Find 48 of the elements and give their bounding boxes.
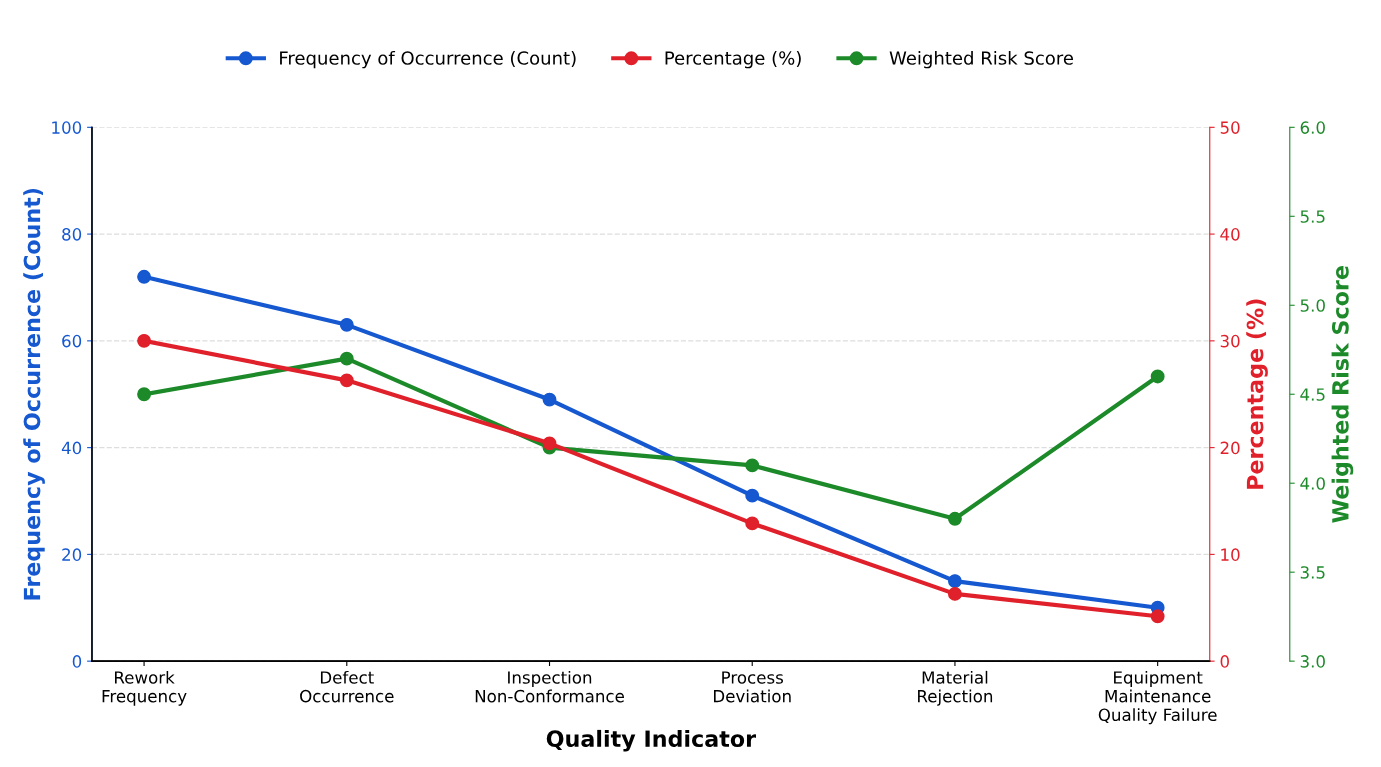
legend-label: Weighted Risk Score [889, 50, 1073, 69]
y-tick-label: 20 [62, 548, 82, 561]
point [542, 436, 557, 451]
y-tick-label: 80 [62, 228, 82, 241]
x-tick-label: Inspection Non-Conformance [475, 670, 624, 703]
y3-axis-title: Weighted Risk Score [1331, 266, 1354, 523]
y3-tick-label: 3.0 [1300, 655, 1325, 668]
y3-tick-label: 5.5 [1300, 210, 1325, 223]
y-tick-label: 0 [72, 655, 82, 668]
point [137, 333, 152, 348]
point [137, 387, 152, 402]
y2-tick-label: 40 [1220, 228, 1240, 241]
legend-label: Frequency of Occurrence (Count) [280, 50, 576, 69]
y2-tick-label: 0 [1220, 655, 1229, 668]
point [947, 586, 962, 601]
y2-tick-label: 20 [1220, 441, 1240, 455]
y2-tick-label: 10 [1221, 548, 1240, 561]
point [947, 511, 962, 526]
y-tick-label: 100 [52, 121, 82, 134]
y3-tick-label: 4.0 [1300, 477, 1325, 490]
y3-tick-label: 5.0 [1300, 299, 1325, 312]
y-axis-title: Frequency of Occurrence (Count) [23, 188, 45, 600]
point [745, 516, 760, 531]
y2-tick-label: 30 [1220, 334, 1240, 348]
x-tick-label: Process Deviation [714, 671, 791, 703]
point [339, 373, 354, 388]
y2-axis-title: Percentage (%) [1246, 299, 1268, 489]
y3-tick-label: 4.5 [1300, 388, 1325, 401]
y3-tick-label: 6.0 [1300, 121, 1325, 134]
point [1150, 609, 1165, 624]
x-tick-label: Equipment Maintenance Quality Failure [1098, 670, 1217, 725]
y-tick-label: 40 [61, 441, 82, 455]
point [339, 351, 354, 366]
point [542, 392, 557, 407]
point [745, 458, 760, 473]
point [339, 317, 354, 332]
x-tick-label: Defect Occurrence [300, 670, 394, 703]
y3-tick-label: 3.5 [1300, 566, 1325, 579]
point [1150, 369, 1165, 384]
y-tick-label: 60 [62, 334, 82, 348]
point [745, 488, 760, 503]
x-axis-title: Quality Indicator [546, 729, 757, 752]
y2-tick-label: 50 [1220, 121, 1240, 134]
legend-label: Percentage (%) [665, 50, 801, 69]
x-tick-label: Material Rejection [918, 670, 993, 706]
point [137, 269, 152, 284]
x-tick-label: Rework Frequency [102, 670, 187, 706]
point [947, 574, 962, 589]
